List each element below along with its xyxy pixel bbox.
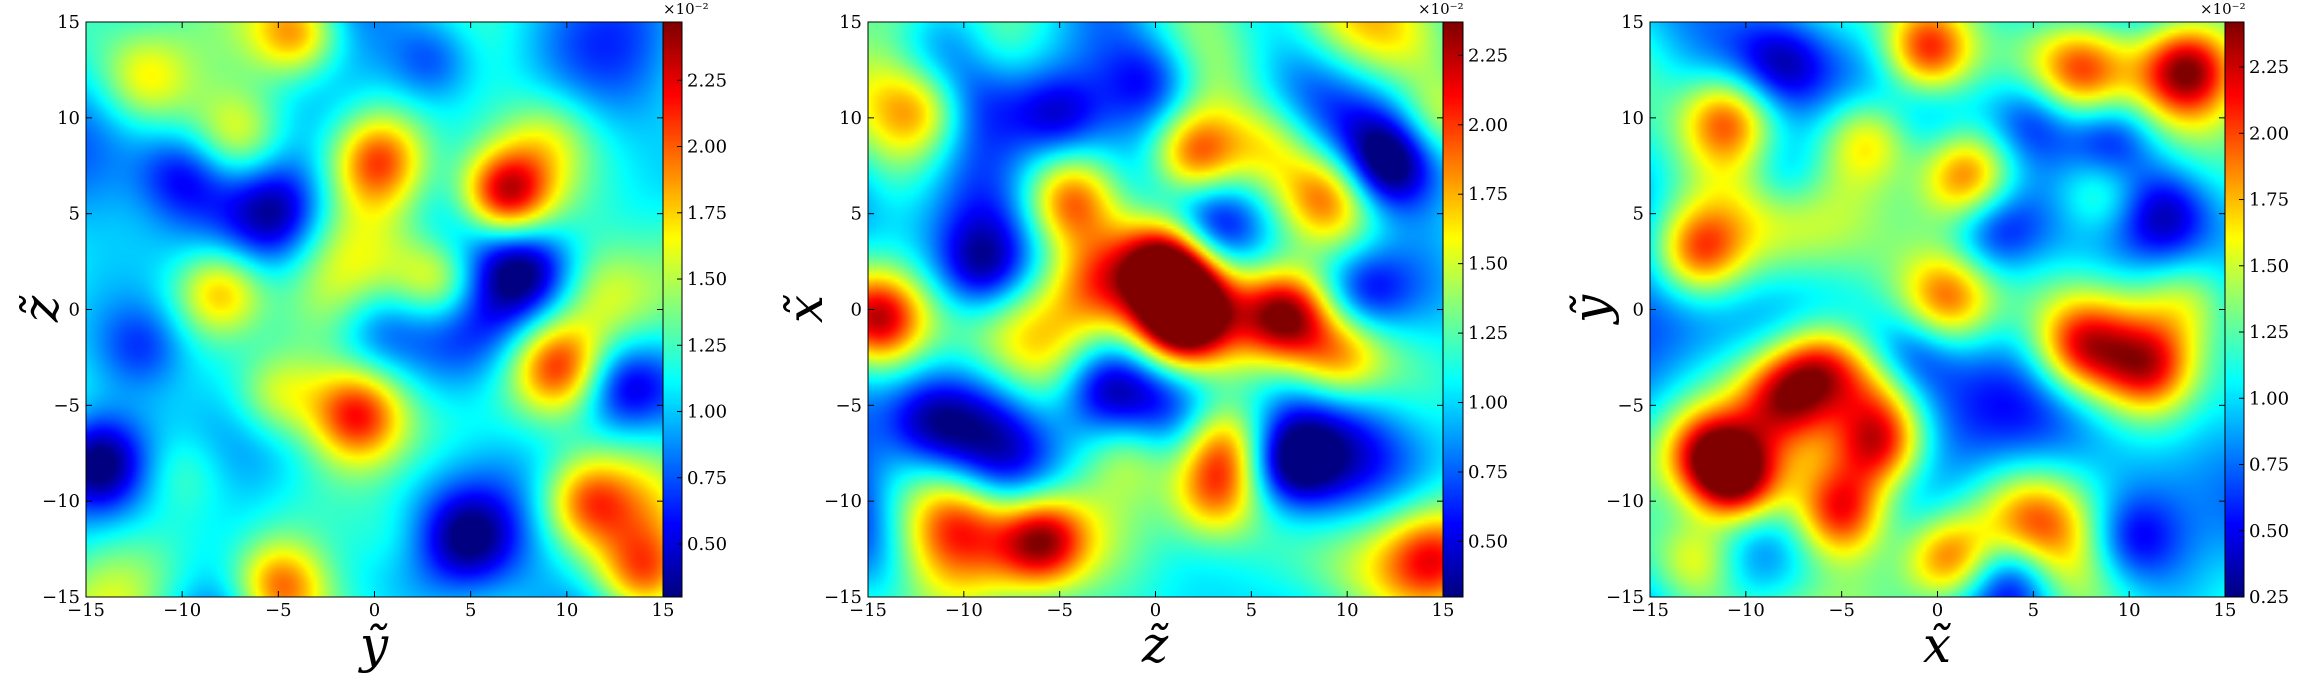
colorbar-tick-label: 0.75 (1468, 462, 1508, 483)
x-tick-label: −10 (163, 600, 201, 621)
colorbar-tick-label: 2.25 (1468, 45, 1508, 66)
x-tick-label: −5 (1828, 600, 1855, 621)
x-tick-label: 0 (1150, 600, 1161, 621)
x-tick-label: 15 (1432, 600, 1455, 621)
y-tick-label: −5 (835, 395, 862, 416)
colorbar-tick-label: 1.75 (1468, 184, 1508, 205)
colorbar-tick-label: 2.00 (2249, 123, 2289, 144)
x-tick-label: 0 (369, 600, 380, 621)
y-tick-label: 10 (1621, 108, 1644, 129)
colorbar-tick-label: 0.25 (2249, 587, 2289, 608)
y-tick-label: 5 (851, 204, 862, 225)
x-tick-label: 10 (2118, 600, 2141, 621)
colorbar-tick-label: 0.75 (2249, 455, 2289, 476)
colorbar-ticks: 0.50 0.75 1.00 1.25 1.50 1.75 2.00 2.25 (1458, 45, 1508, 552)
x-tick-label: 5 (465, 600, 476, 621)
colorbar-frame (662, 21, 683, 598)
y-axis-label: ỹ (1562, 294, 1620, 325)
y-tick-label: 15 (1621, 12, 1644, 33)
panel-3: −15 −10 −5 0 5 10 15 −15 −10 −5 0 5 10 15 0.25 0.50 0.7… (1562, 0, 2289, 674)
heatmap-image (1650, 22, 2225, 597)
colorbar-tick-label: 1.00 (687, 402, 727, 423)
y-tick-label: 10 (839, 108, 862, 129)
colorbar-tick-label: 0.50 (687, 534, 727, 555)
y-tick-label: −15 (1606, 587, 1644, 608)
colorbar-tick-label: 1.75 (687, 203, 727, 224)
y-tick-label: 15 (839, 12, 862, 33)
colorbar-tick-label: 1.25 (1468, 323, 1508, 344)
panel-2: −15 −10 −5 0 5 10 15 −15 −10 −5 0 5 10 15 0.50 0.75 1.0… (776, 0, 1508, 674)
colorbar-multiplier: ×10⁻² (663, 0, 709, 18)
y-tick-label: −10 (824, 491, 862, 512)
x-axis-label: x̃ (1923, 616, 1951, 674)
y-tick-label: −10 (1606, 491, 1644, 512)
colorbar-tick-label: 2.00 (687, 137, 727, 158)
heatmap-image (86, 22, 663, 597)
y-tick-label: −5 (1617, 395, 1644, 416)
colorbar-tick-label: 2.25 (687, 70, 727, 91)
colorbar-ticks: 0.25 0.50 0.75 1.00 1.25 1.50 1.75 2.00 2.25 (2239, 57, 2289, 608)
x-tick-label: −10 (1727, 600, 1765, 621)
x-tick-label: 10 (1336, 600, 1359, 621)
colorbar-tick-label: 0.50 (2249, 521, 2289, 542)
x-tick-label: 0 (1932, 600, 1943, 621)
x-tick-label: 15 (2214, 600, 2237, 621)
y-tick-label: 0 (69, 300, 80, 321)
axis-ticks: −15 −10 −5 0 5 10 15 −15 −10 −5 0 5 10 15 (824, 12, 1454, 621)
colorbar-image (2225, 22, 2244, 597)
colorbar-tick-label: 0.75 (687, 468, 727, 489)
colorbar-ticks: 0.50 0.75 1.00 1.25 1.50 1.75 2.00 2.25 (677, 70, 727, 555)
x-axis-label: z̃ (1141, 616, 1169, 674)
colorbar-multiplier: ×10⁻² (1418, 0, 1464, 18)
x-tick-label: 10 (555, 600, 578, 621)
axis-ticks: −15 −10 −5 0 5 10 15 −15 −10 −5 0 5 10 15 (42, 12, 674, 621)
y-axis-label: z̃ (12, 295, 70, 323)
heatmap-image (868, 22, 1443, 597)
colorbar-tick-label: 1.50 (687, 269, 727, 290)
colorbar-tick-label: 1.50 (1468, 254, 1508, 275)
x-tick-label: −5 (1046, 600, 1073, 621)
y-tick-label: 10 (57, 108, 80, 129)
axis-ticks: −15 −10 −5 0 5 10 15 −15 −10 −5 0 5 10 15 (1606, 12, 2236, 621)
x-tick-label: −15 (67, 600, 105, 621)
x-axis-label: ỹ (358, 616, 389, 674)
y-tick-label: −15 (42, 587, 80, 608)
colorbar-frame (1442, 21, 1464, 598)
colorbar-tick-label: 1.25 (687, 335, 727, 356)
x-tick-label: −5 (265, 600, 292, 621)
y-tick-label: −5 (53, 395, 80, 416)
colorbar-image (663, 22, 682, 597)
colorbar-tick-label: 1.00 (1468, 393, 1508, 414)
colorbar-tick-label: 1.00 (2249, 388, 2289, 409)
x-tick-label: 15 (652, 600, 675, 621)
x-tick-label: 5 (1246, 600, 1257, 621)
x-tick-label: 5 (2028, 600, 2039, 621)
y-tick-label: −10 (42, 491, 80, 512)
colorbar-multiplier: ×10⁻² (2200, 0, 2246, 18)
colorbar-tick-label: 0.50 (1468, 531, 1508, 552)
y-tick-label: 5 (69, 204, 80, 225)
y-tick-label: 0 (851, 300, 862, 321)
x-tick-label: −10 (945, 600, 983, 621)
colorbar-frame (2224, 21, 2245, 598)
colorbar-tick-label: 1.75 (2249, 190, 2289, 211)
y-tick-label: 5 (1633, 204, 1644, 225)
y-tick-label: −15 (824, 587, 862, 608)
colorbar-tick-label: 2.00 (1468, 115, 1508, 136)
colorbar-tick-label: 1.50 (2249, 256, 2289, 277)
colorbar-tick-label: 1.25 (2249, 322, 2289, 343)
y-tick-label: 15 (57, 12, 80, 33)
colorbar-image (1443, 22, 1463, 597)
panel-1: −15 −10 −5 0 5 10 15 −15 −10 −5 0 5 10 15 0.50 0.75 1.0… (12, 0, 727, 674)
x-tick-label: −15 (1631, 600, 1669, 621)
colorbar-tick-label: 2.25 (2249, 57, 2289, 78)
y-tick-label: 0 (1633, 300, 1644, 321)
x-tick-label: −15 (849, 600, 887, 621)
y-axis-label: x̃ (776, 295, 834, 323)
